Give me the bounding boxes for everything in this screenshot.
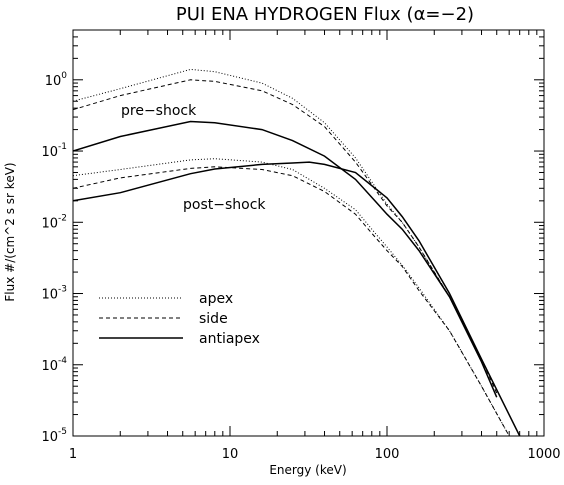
chart-title: PUI ENA HYDROGEN Flux (α=−2) <box>176 4 474 25</box>
plot-area: 1 10 100 1000 10-5 10-4 10-3 10-2 10-1 100 apex sid… <box>41 29 561 462</box>
y-tick-label: 10-1 <box>41 142 67 160</box>
y-axis-title: Flux #/(cm^2 s sr keV) <box>3 162 17 301</box>
y-tick-label: 10-5 <box>41 427 67 445</box>
series-line-post-shock-solid <box>73 161 521 436</box>
y-tick-label: 10-2 <box>41 213 67 231</box>
legend-label-antiapex: antiapex <box>199 331 260 347</box>
x-tick-label: 1 <box>69 447 77 462</box>
pre-shock-label: pre−shock <box>121 103 197 119</box>
y-tick-label: 10-3 <box>41 285 67 303</box>
series-line-pre-shock-dashed <box>73 79 498 394</box>
x-tick-label: 1000 <box>527 447 560 462</box>
series-line-post-shock-dashed <box>73 166 510 436</box>
y-tick-label: 100 <box>45 71 68 89</box>
plot-frame <box>72 29 545 437</box>
x-axis-title: Energy (keV) <box>269 463 346 477</box>
x-tick-label: 10 <box>222 447 239 462</box>
y-tick-label: 10-4 <box>41 356 67 374</box>
legend-label-side: side <box>199 311 228 327</box>
legend-label-apex: apex <box>199 291 233 307</box>
series-line-post-shock-dotted <box>73 158 510 436</box>
post-shock-label: post−shock <box>183 197 266 213</box>
x-tick-label: 100 <box>375 447 400 462</box>
